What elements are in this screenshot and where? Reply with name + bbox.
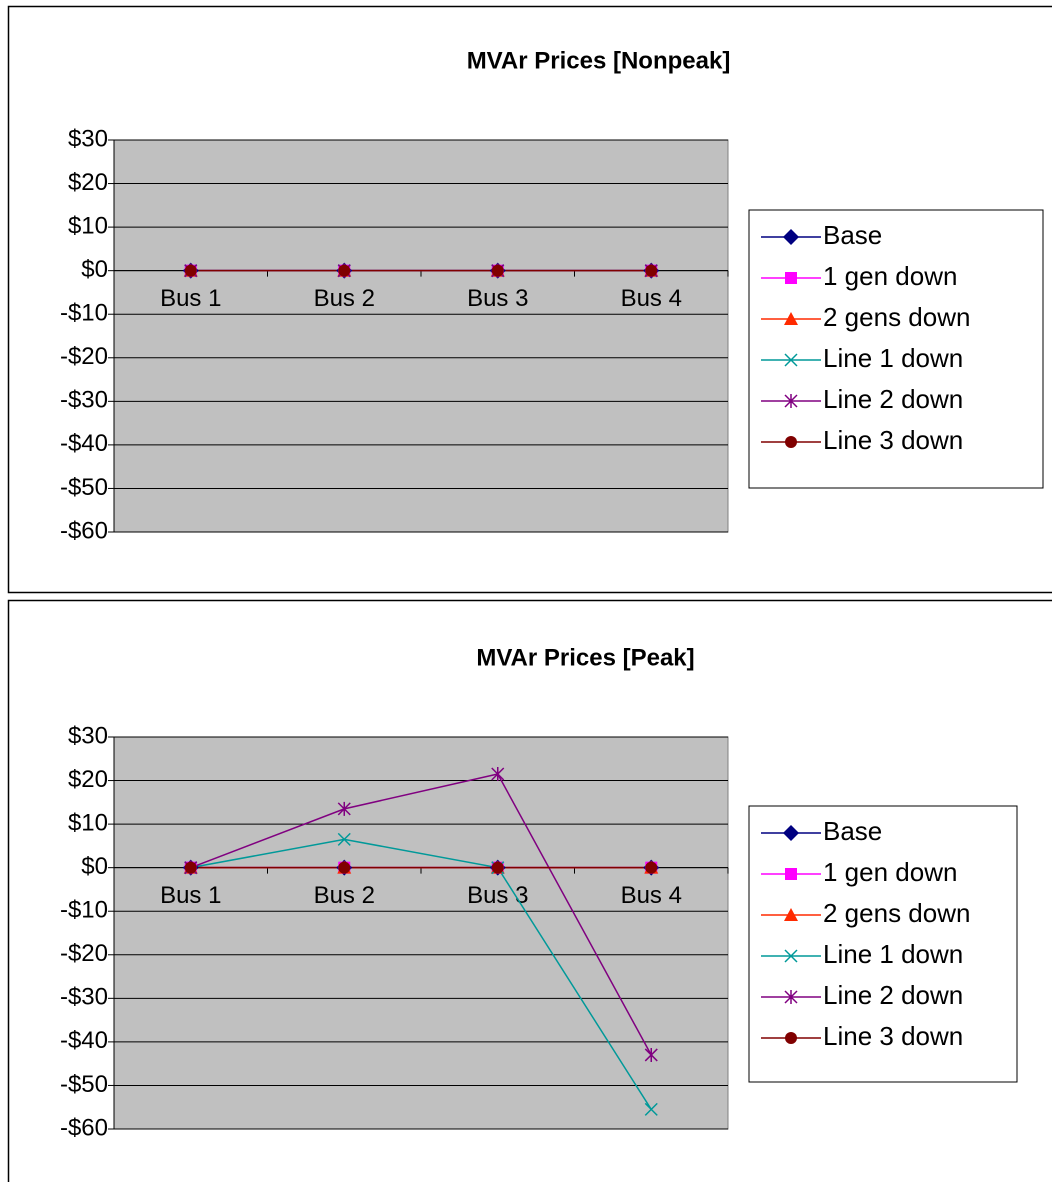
marker <box>184 861 197 874</box>
marker <box>784 990 798 1004</box>
y-tick-label: -$10 <box>60 897 108 924</box>
x-tick-label: Bus 2 <box>314 882 375 909</box>
series-line <box>190 773 652 1056</box>
marker <box>783 229 799 245</box>
legend-label: Line 1 down <box>823 939 963 969</box>
chart-title: MVAr Prices [Nonpeak] <box>467 47 731 74</box>
marker <box>644 1102 658 1116</box>
marker <box>785 868 797 880</box>
marker <box>784 312 798 325</box>
x-tick-label: Bus 1 <box>160 882 221 909</box>
marker <box>784 394 798 408</box>
y-tick-label: -$10 <box>60 300 108 327</box>
y-tick-label: -$60 <box>60 1114 108 1141</box>
legend-label: 2 gens down <box>823 898 970 928</box>
legend-label: 2 gens down <box>823 302 970 332</box>
legend-label: Line 2 down <box>823 980 963 1010</box>
y-tick-label: -$40 <box>60 430 108 457</box>
marker <box>644 1047 658 1062</box>
y-tick-label: -$40 <box>60 1027 108 1054</box>
legend-label: Line 2 down <box>823 384 963 414</box>
legend-label: Base <box>823 220 882 250</box>
marker <box>784 353 798 367</box>
y-tick-label: -$50 <box>60 474 108 501</box>
marker <box>785 436 797 448</box>
y-tick-label: $20 <box>68 766 108 793</box>
legend-label: Line 3 down <box>823 425 963 455</box>
marker <box>491 767 505 782</box>
marker <box>785 272 797 284</box>
marker <box>784 949 798 963</box>
y-tick-label: $30 <box>68 722 108 749</box>
x-tick-label: Bus 2 <box>314 285 375 312</box>
marker <box>785 1032 797 1044</box>
legend-label: 1 gen down <box>823 857 957 887</box>
y-tick-label: -$20 <box>60 343 108 370</box>
x-tick-label: Bus 4 <box>621 882 682 909</box>
y-tick-label: $20 <box>68 169 108 196</box>
marker <box>337 832 351 846</box>
y-tick-label: -$20 <box>60 940 108 967</box>
x-tick-label: Bus 3 <box>467 882 528 909</box>
y-tick-label: $0 <box>81 853 108 880</box>
x-tick-label: Bus 4 <box>621 285 682 312</box>
legend-label: Line 3 down <box>823 1021 963 1051</box>
legend-label: 1 gen down <box>823 261 957 291</box>
marker <box>491 861 504 874</box>
marker <box>184 264 197 277</box>
x-tick-label: Bus 3 <box>467 285 528 312</box>
y-tick-label: -$30 <box>60 387 108 414</box>
chart-title: MVAr Prices [Peak] <box>476 644 694 671</box>
marker <box>491 264 504 277</box>
y-tick-label: $0 <box>81 256 108 283</box>
x-tick-label: Bus 1 <box>160 285 221 312</box>
y-tick-label: -$60 <box>60 517 108 544</box>
series-line <box>190 838 652 1110</box>
marker <box>338 264 351 277</box>
marker <box>645 264 658 277</box>
plot-area <box>113 736 729 1130</box>
marker <box>338 861 351 874</box>
y-tick-label: -$30 <box>60 984 108 1011</box>
y-tick-label: -$50 <box>60 1071 108 1098</box>
marker <box>784 908 798 921</box>
legend-label: Base <box>823 816 882 846</box>
y-tick-label: $10 <box>68 809 108 836</box>
marker <box>645 861 658 874</box>
legend-label: Line 1 down <box>823 343 963 373</box>
marker <box>337 801 351 816</box>
y-tick-label: $30 <box>68 125 108 152</box>
y-tick-label: $10 <box>68 212 108 239</box>
marker <box>783 825 799 841</box>
plot-area <box>113 139 729 533</box>
